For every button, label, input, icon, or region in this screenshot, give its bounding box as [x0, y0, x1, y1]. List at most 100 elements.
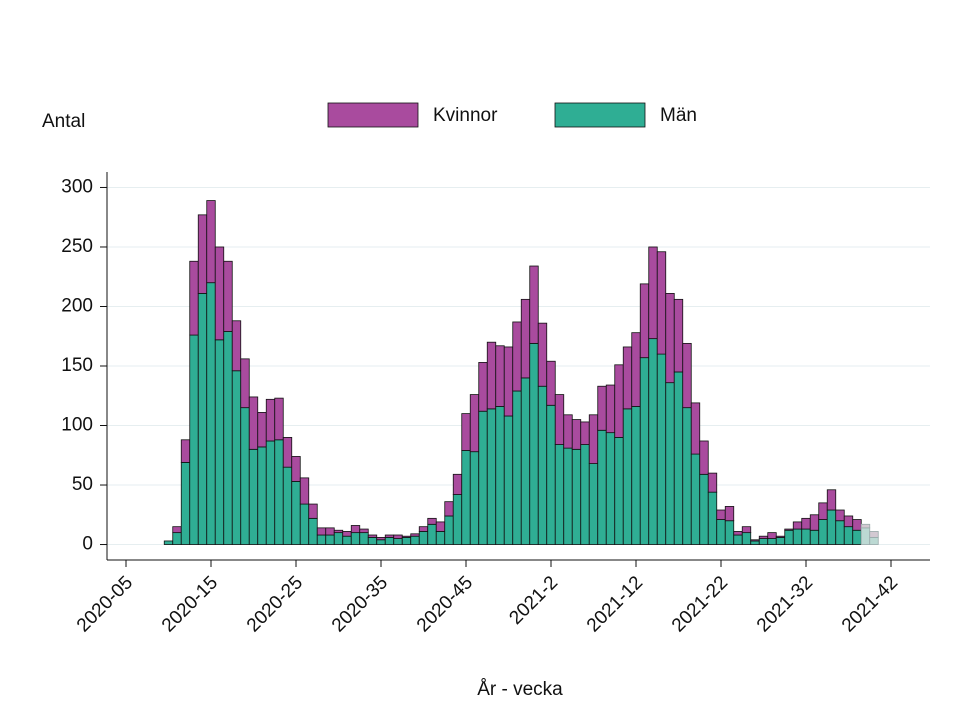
bar-segment [282, 466, 293, 545]
bar-segment [393, 538, 403, 545]
bar-segment [656, 353, 667, 545]
bar-segment [869, 531, 879, 538]
bar-segment [792, 528, 803, 545]
bar-segment [869, 536, 879, 545]
bar-segment [716, 519, 726, 545]
bar-segment [333, 529, 344, 534]
bar-segment [707, 472, 718, 493]
bar-segment [826, 489, 837, 511]
bar-segment [699, 440, 709, 475]
bar-segment [520, 377, 531, 545]
bar-segment [597, 385, 607, 431]
bar-segment [529, 265, 539, 344]
bar-segment [563, 447, 573, 545]
bar-segment [537, 385, 548, 545]
bar-segment [359, 532, 369, 545]
bar-segment [257, 412, 267, 448]
bar-segment [367, 534, 378, 538]
bar-segment [818, 502, 828, 520]
bar-segment [503, 346, 514, 417]
bar-segment [588, 463, 599, 545]
bar-segment [750, 540, 760, 545]
bar-segment [478, 362, 488, 412]
bar-segment [758, 538, 769, 545]
bar-segment [274, 397, 284, 441]
bar-segment [639, 283, 650, 359]
bar-segment [469, 394, 480, 453]
y-tick-label: 50 [72, 474, 93, 495]
bar-segment [384, 534, 395, 538]
legend-swatch [327, 102, 419, 128]
bar-segment [801, 528, 811, 545]
bar-segment [435, 521, 446, 532]
bar-segment [843, 526, 854, 545]
bar-segment [180, 439, 191, 463]
bar-segment [631, 406, 641, 545]
bar-segment [291, 481, 301, 545]
bar-segment [410, 533, 420, 537]
bar-segment [189, 334, 199, 545]
bar-segment [291, 456, 301, 482]
bar-segment [333, 532, 344, 545]
bar-segment [673, 298, 684, 373]
bar-segment [733, 531, 743, 536]
bar-segment [605, 384, 616, 434]
bar-segment [214, 246, 225, 341]
bar-segment [172, 532, 182, 545]
bar-segment [826, 509, 837, 545]
bar-segment [622, 346, 633, 410]
bar-segment [401, 536, 412, 545]
bar-segment [546, 360, 556, 406]
bar-segment [741, 532, 752, 545]
bar-segment [240, 358, 250, 409]
bar-segment [784, 529, 794, 545]
bar-segment [690, 402, 701, 455]
bar-segment [367, 536, 378, 545]
bar-segment [299, 477, 310, 505]
bar-segment [801, 517, 811, 530]
bar-segment [741, 526, 752, 534]
bar-segment [418, 526, 429, 532]
legend-label: Kvinnor [433, 105, 498, 126]
bar-segment [214, 339, 225, 545]
bar-segment [775, 536, 786, 545]
bar-segment [512, 321, 522, 392]
bar-segment [580, 421, 590, 445]
bar-segment [537, 322, 548, 387]
bar-segment [452, 473, 463, 495]
bar-segment [733, 534, 743, 545]
bar-segment [597, 429, 607, 545]
bar-segment [775, 535, 786, 538]
y-tick-label: 200 [61, 296, 93, 317]
bar-segment [563, 414, 573, 449]
bar-segment [792, 521, 803, 530]
bar-segment [410, 535, 420, 545]
bar-segment [767, 538, 777, 545]
bar-segment [265, 440, 276, 545]
bar-segment [529, 342, 539, 545]
bar-segment [274, 439, 284, 545]
bar-segment [350, 525, 361, 534]
bar-segment [554, 394, 565, 445]
bar-segment [665, 382, 675, 545]
bar-segment [316, 527, 327, 536]
y-tick-label: 100 [61, 415, 93, 436]
bar-segment [707, 491, 718, 545]
bar-segment [206, 200, 216, 284]
bar-segment [316, 534, 327, 545]
bar-segment [818, 519, 828, 545]
bar-segment [206, 282, 216, 545]
bar-segment [427, 523, 437, 545]
bar-segment [860, 523, 871, 529]
bar-segment [265, 398, 276, 442]
legend-swatch [554, 102, 646, 128]
bar-segment [359, 528, 369, 534]
bar-segment [860, 527, 871, 545]
bar-segment [843, 515, 854, 528]
bar-segment [444, 515, 454, 545]
bar-segment [682, 407, 692, 545]
bar-segment [665, 292, 675, 384]
bar-segment [240, 407, 250, 545]
bar-segment [461, 413, 471, 451]
